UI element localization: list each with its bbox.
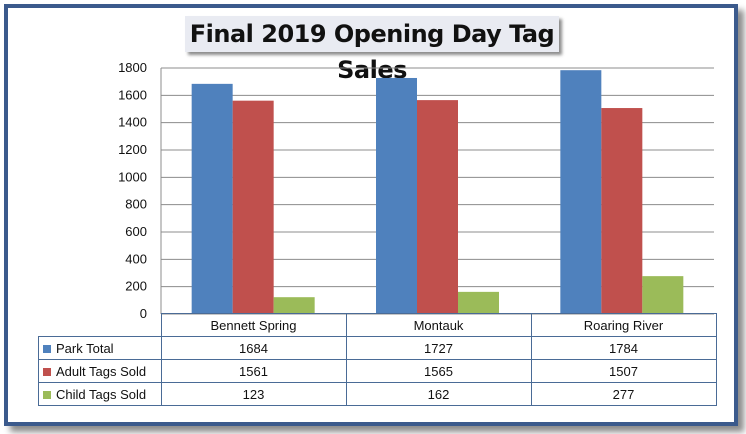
category-header: Roaring River: [530, 313, 717, 337]
category-header: Bennett Spring: [160, 313, 347, 337]
table-row: Child Tags Sold 123 162 277: [38, 382, 717, 406]
legend-swatch: [43, 345, 51, 354]
y-tick-label: 1000: [118, 169, 147, 184]
table-cell: 1507: [530, 359, 717, 383]
series-name: Child Tags Sold: [56, 386, 147, 402]
series-label: Child Tags Sold: [38, 382, 162, 406]
table-cell: 1565: [345, 359, 532, 383]
table-row: Park Total 1684 1727 1784: [38, 336, 717, 360]
series-label: Adult Tags Sold: [38, 359, 162, 383]
chart-title: Final 2019 Opening Day Tag Sales: [185, 16, 559, 84]
bar: [601, 108, 643, 314]
y-tick-label: 600: [125, 224, 147, 239]
series-label: Park Total: [38, 336, 162, 360]
y-tick-label: 1800: [118, 60, 147, 75]
y-tick-label: 200: [125, 279, 147, 294]
table-cell: 1561: [160, 359, 347, 383]
category-header: Montauk: [345, 313, 532, 337]
table-cell: 162: [345, 382, 532, 406]
bar-series: [191, 70, 684, 314]
bar: [417, 100, 458, 314]
bar: [191, 83, 233, 314]
y-tick-label: 0: [140, 306, 147, 321]
y-tick-label: 1200: [118, 142, 147, 157]
y-tick-label: 1400: [118, 115, 147, 130]
bar: [273, 297, 315, 314]
bar: [232, 100, 274, 314]
data-table: Bennett Spring Montauk Roaring River Par…: [38, 313, 717, 406]
series-name: Park Total: [56, 340, 114, 356]
series-name: Adult Tags Sold: [56, 363, 147, 379]
table-row: Adult Tags Sold 1561 1565 1507: [38, 359, 717, 383]
table-header-row: Bennett Spring Montauk Roaring River: [39, 313, 717, 337]
bar: [376, 77, 417, 314]
table-cell: 1727: [345, 336, 532, 360]
table-cell: 277: [530, 382, 717, 406]
y-tick-label: 800: [125, 197, 147, 212]
table-cell: 123: [160, 382, 347, 406]
table-corner: [39, 314, 162, 337]
y-tick-label: 1600: [118, 87, 147, 102]
bar: [458, 291, 499, 314]
legend-swatch: [43, 391, 51, 400]
y-axis: 0 200 400 600 800 1000 1200 1400 1600 1800: [118, 60, 147, 321]
table-cell: 1784: [530, 336, 717, 360]
bar: [642, 276, 684, 314]
bar: [560, 70, 602, 314]
y-tick-label: 400: [125, 251, 147, 266]
table-cell: 1684: [160, 336, 347, 360]
legend-swatch: [43, 368, 51, 377]
